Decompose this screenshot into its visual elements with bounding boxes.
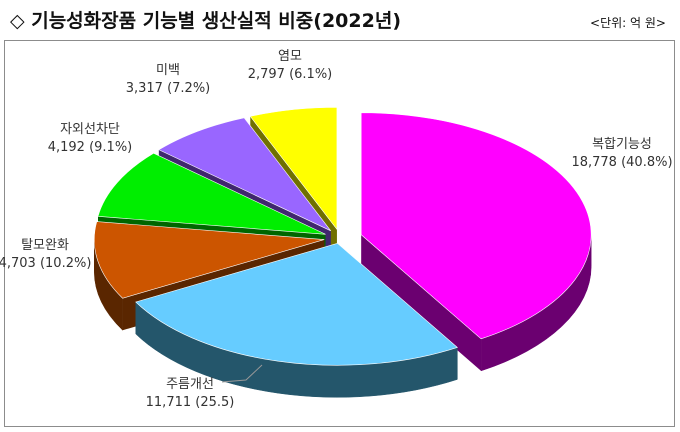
- slice-label-name: 자외선차단: [60, 122, 120, 137]
- slice-label-value: 18,778 (40.8%): [571, 155, 672, 170]
- slice-face-0-1: [361, 234, 482, 371]
- slice-label-value: 4,192 (9.1%): [48, 140, 133, 155]
- slice-label-value: 3,317 (7.2%): [126, 81, 211, 96]
- pie-labels: 복합기능성 18,778 (40.8%) 주름개선 11,711 (25.5) 탈모완화…: [0, 49, 673, 410]
- chart-frame: [4, 40, 675, 427]
- slice-5: [249, 107, 338, 231]
- unit-label: <단위: 억 원>: [590, 16, 666, 30]
- leader-line: [221, 364, 263, 383]
- slice-label-value: 2,797 (6.1%): [248, 67, 333, 82]
- slice-4: [158, 117, 332, 232]
- slice-0: [360, 112, 592, 340]
- slice-1: [135, 242, 458, 366]
- slice-label-name: 복합기능성: [592, 137, 652, 152]
- slice-label-value: 4,703 (10.2%): [0, 256, 91, 271]
- slice-label-name: 염모: [278, 49, 302, 64]
- slice-label-value: 11,711 (25.5): [146, 395, 235, 410]
- chart-title: ◇ 기능성화장품 기능별 생산실적 비중(2022년): [10, 10, 401, 32]
- slice-3: [97, 152, 326, 235]
- slice-2: [93, 221, 325, 299]
- slice-label-name: 주름개선: [166, 377, 214, 392]
- pie-tops: [93, 107, 592, 366]
- slice-label-name: 미백: [156, 63, 180, 78]
- slice-label-name: 탈모완화: [21, 238, 69, 253]
